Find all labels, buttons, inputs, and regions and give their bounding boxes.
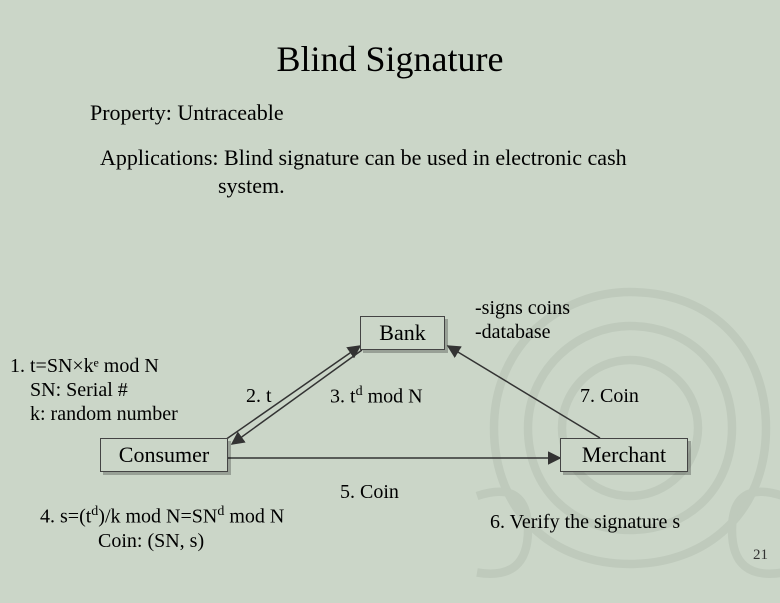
slide-title: Blind Signature xyxy=(0,38,780,80)
node-bank-label: Bank xyxy=(379,320,425,346)
node-consumer-label: Consumer xyxy=(119,442,209,468)
step4-mid: )/k mod N=SN xyxy=(98,506,217,528)
step1-line1: 1. t=SN×kᵉ mod N xyxy=(10,355,159,377)
step3-sup: d xyxy=(356,384,363,399)
step6-label: 6. Verify the signature s xyxy=(490,510,680,534)
applications-line1: Applications: Blind signature can be use… xyxy=(100,145,627,170)
node-merchant-label: Merchant xyxy=(582,442,666,468)
step5-label: 5. Coin xyxy=(340,480,399,504)
bank-note-line1: -signs coins xyxy=(475,297,570,319)
bank-note: -signs coins -database xyxy=(475,296,570,344)
applications-text: Applications: Blind signature can be use… xyxy=(100,144,710,199)
step7-label: 7. Coin xyxy=(580,384,639,408)
applications-line2: system. xyxy=(100,173,285,198)
page-number: 21 xyxy=(753,547,768,564)
node-bank: Bank xyxy=(360,316,445,350)
bank-note-line2: -database xyxy=(475,321,551,343)
step1-line2: SN: Serial # xyxy=(10,379,128,401)
property-line: Property: Untraceable xyxy=(90,100,780,126)
step3-post: mod N xyxy=(363,386,423,408)
node-consumer: Consumer xyxy=(100,438,228,472)
flow-diagram: Bank Consumer Merchant -signs coins -dat… xyxy=(0,288,780,578)
step4-post: mod N xyxy=(224,506,284,528)
step3-pre: 3. t xyxy=(330,386,356,408)
step4-text: 4. s=(td)/k mod N=SNd mod N Coin: (SN, s… xyxy=(40,504,284,553)
step4-line2: Coin: (SN, s) xyxy=(40,530,204,552)
step2-label: 2. t xyxy=(246,384,272,408)
step1-text: 1. t=SN×kᵉ mod N SN: Serial # k: random … xyxy=(10,354,178,426)
step4-pre: 4. s=(t xyxy=(40,506,91,528)
step1-line3: k: random number xyxy=(10,403,178,425)
node-merchant: Merchant xyxy=(560,438,688,472)
step3-label: 3. td mod N xyxy=(330,384,423,409)
